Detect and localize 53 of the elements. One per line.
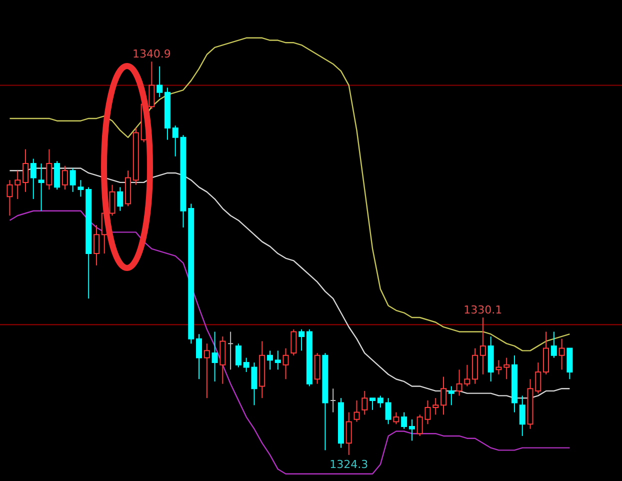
candlestick [346, 412, 352, 456]
candlestick [290, 328, 297, 356]
candlestick [22, 148, 29, 192]
candlestick [448, 386, 454, 406]
candlestick [46, 148, 52, 190]
candlestick [432, 398, 439, 416]
candlestick [228, 331, 234, 370]
candlestick [148, 61, 155, 110]
annotation: 1340.9 [132, 48, 171, 61]
candlestick [519, 395, 526, 436]
candlestick [472, 348, 478, 384]
candlestick [535, 362, 542, 394]
candlestick [362, 390, 368, 416]
candlestick [70, 168, 76, 192]
candlestick [78, 180, 84, 198]
candlestick [235, 343, 242, 368]
candlestick [93, 224, 100, 266]
candlestick [330, 388, 336, 413]
candlestick [566, 348, 573, 380]
candlestick [558, 338, 565, 370]
candlestick [266, 350, 273, 370]
candlestick [298, 328, 305, 352]
candlestick [354, 400, 360, 422]
candlestick [156, 66, 163, 98]
candlestick [212, 331, 218, 382]
candlestick [204, 343, 210, 399]
candlestick [54, 160, 60, 190]
candlestick [370, 398, 376, 410]
candlestick [274, 350, 281, 370]
candlestick [109, 184, 116, 216]
candlestick [196, 334, 202, 380]
candlestick [6, 180, 13, 216]
candlestick [504, 357, 510, 380]
candlestick [393, 412, 400, 425]
candlestick [408, 418, 415, 442]
candlestick [117, 186, 124, 212]
candlestick [480, 317, 486, 375]
candlestick [30, 158, 36, 200]
annotation: 1324.3 [330, 458, 368, 471]
candlestick [314, 352, 320, 384]
candlestick [14, 170, 21, 200]
candlestick [550, 331, 557, 358]
candlestick [220, 336, 226, 384]
candlestick [377, 395, 384, 408]
candlestick [401, 412, 408, 430]
candlestick [440, 376, 446, 416]
candlestick [38, 162, 44, 212]
candlestick [543, 331, 550, 375]
annotation: 1330.1 [464, 304, 502, 317]
candlestick [282, 348, 289, 380]
candlestick [496, 360, 502, 375]
candlestick [385, 398, 392, 425]
candlestick [62, 165, 68, 190]
